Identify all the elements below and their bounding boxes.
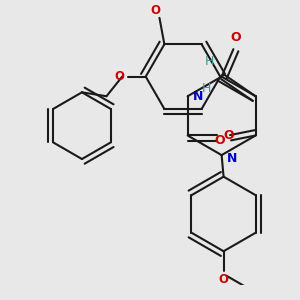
Text: O: O [214, 134, 225, 147]
Text: N: N [193, 90, 203, 103]
Text: O: O [230, 31, 241, 44]
Text: O: O [223, 129, 234, 142]
Text: CH₃: CH₃ [150, 0, 171, 1]
Text: H: H [201, 82, 211, 95]
Text: H: H [205, 55, 214, 68]
Text: N: N [226, 152, 237, 164]
Text: O: O [151, 4, 160, 17]
Text: O: O [219, 273, 229, 286]
Text: O: O [114, 70, 124, 83]
